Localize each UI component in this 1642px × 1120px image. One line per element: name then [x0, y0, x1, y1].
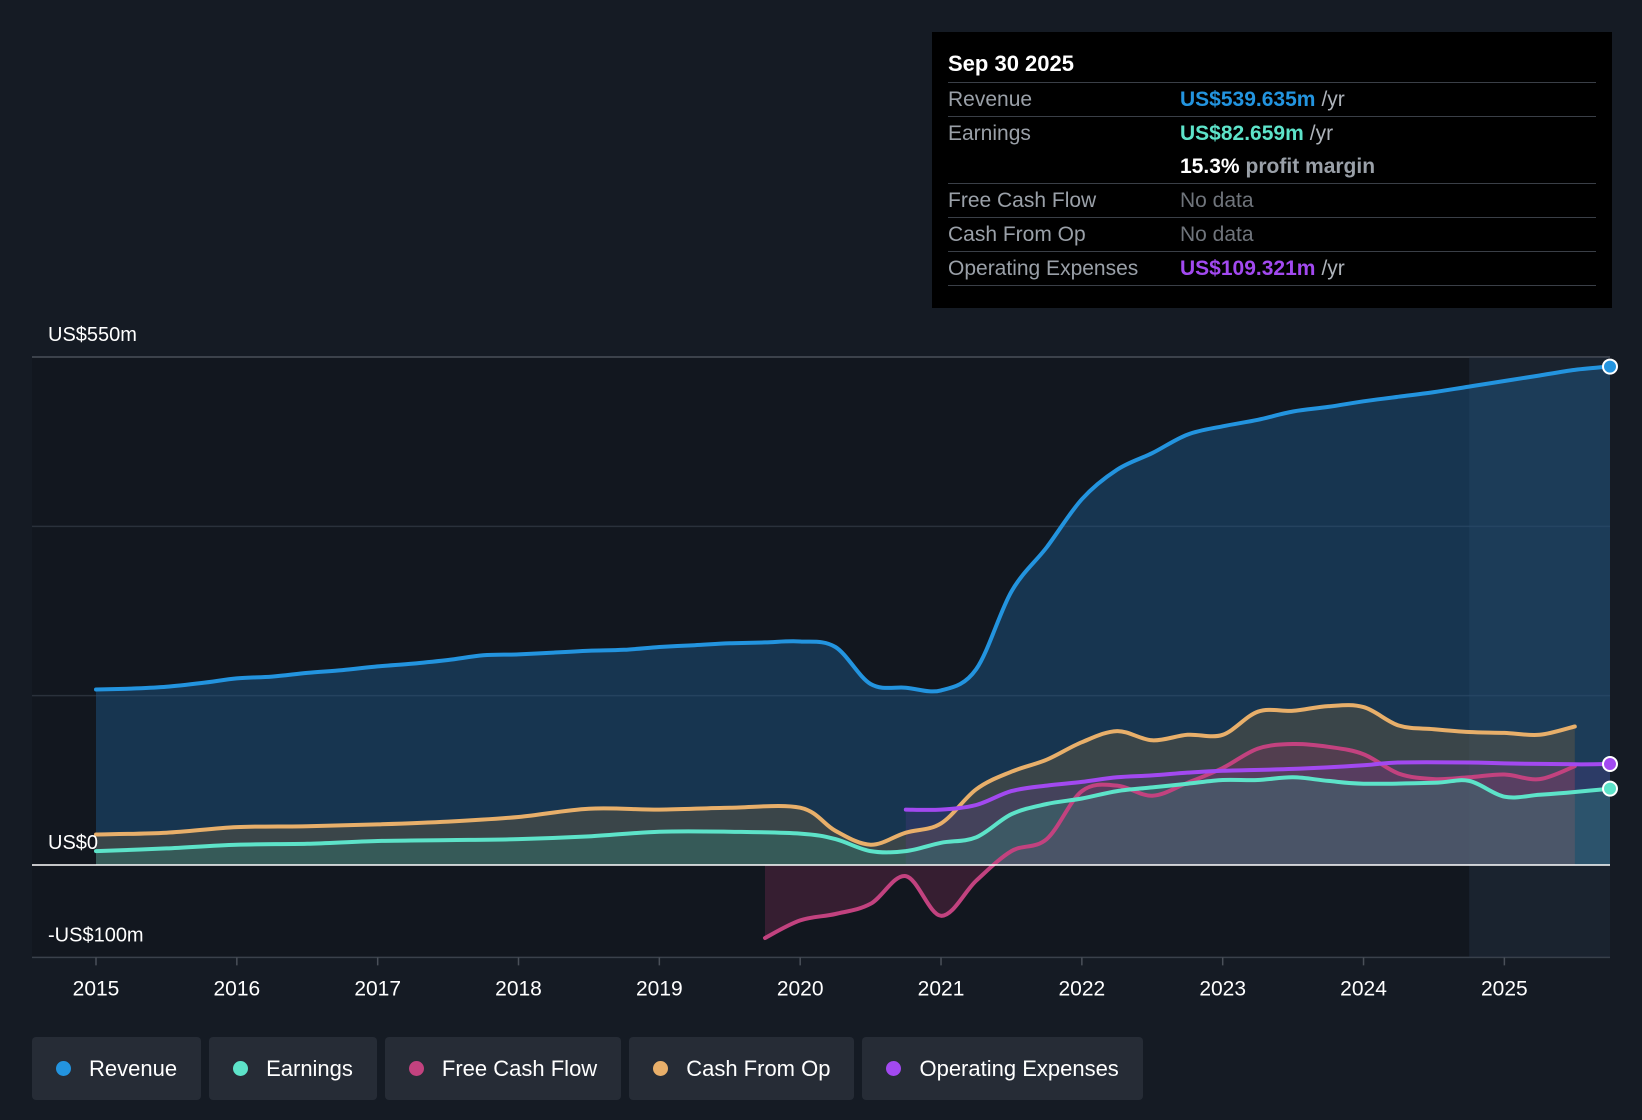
end-marker-revenue: [1602, 358, 1618, 375]
x-tick-label: 2016: [213, 977, 260, 1000]
tooltip-value-margin: 15.3%: [1180, 155, 1240, 178]
legend-dot-icon: [408, 1061, 424, 1076]
y-label-top: US$550m: [48, 324, 137, 346]
tooltip-row-earnings: Earnings US$82.659m/yr: [948, 117, 1596, 150]
x-tick-label: 2024: [1340, 977, 1387, 1000]
tooltip-label: Free Cash Flow: [948, 189, 1097, 212]
line-revenue: [94, 364, 1612, 694]
tooltip: Sep 30 2025 Revenue US$539.635m/yr Earni…: [932, 32, 1612, 308]
x-tick-label: 2015: [73, 977, 120, 1000]
tooltip-value-cfo: No data: [1180, 223, 1254, 246]
legend: Revenue Earnings Free Cash Flow Cash Fro…: [32, 1037, 1143, 1100]
tooltip-unit: /yr: [1309, 122, 1334, 145]
legend-dot-icon: [886, 1061, 902, 1076]
tooltip-value-fcf: No data: [1180, 189, 1254, 212]
x-tick-label: 2023: [1199, 977, 1246, 1000]
tooltip-row-fcf: Free Cash Flow No data: [948, 184, 1596, 218]
legend-label: Revenue: [89, 1055, 178, 1081]
legend-label: Free Cash Flow: [441, 1055, 598, 1081]
x-tick-label: 2018: [495, 977, 542, 1000]
legend-label: Cash From Op: [686, 1055, 831, 1081]
line-earnings: [94, 775, 1612, 855]
tooltip-label: Cash From Op: [948, 223, 1086, 246]
x-tick-label: 2020: [777, 977, 824, 1000]
tooltip-label: Operating Expenses: [948, 257, 1139, 280]
line-free-cash-flow: [763, 741, 1577, 940]
tooltip-row-cfo: Cash From Op No data: [948, 218, 1596, 252]
legend-item-revenue[interactable]: Revenue: [32, 1037, 202, 1100]
tooltip-unit: /yr: [1321, 88, 1345, 111]
legend-dot-icon: [233, 1061, 249, 1076]
line-operating-expenses: [903, 760, 1612, 812]
legend-item-free-cash-flow[interactable]: Free Cash Flow: [384, 1037, 622, 1100]
area-earnings: [96, 777, 1610, 865]
y-label-zero: US$0: [48, 832, 98, 854]
tooltip-row-margin: 15.3% profit margin: [948, 150, 1596, 184]
area-revenue: [96, 366, 1610, 865]
forecast-region: [1469, 357, 1610, 958]
legend-item-cash-from-op[interactable]: Cash From Op: [629, 1037, 855, 1100]
area-operating-expenses: [905, 762, 1610, 865]
x-tick-label: 2017: [354, 977, 401, 1000]
tooltip-margin-text: profit margin: [1245, 155, 1376, 178]
tooltip-value-revenue: US$539.635m: [1180, 88, 1316, 111]
x-tick-label: 2019: [636, 977, 683, 1000]
end-marker-earnings: [1602, 780, 1618, 797]
tooltip-row-opex: Operating Expenses US$109.321m/yr: [948, 252, 1596, 286]
area-cash-from-op: [96, 705, 1575, 865]
line-cash-from-op: [94, 703, 1577, 847]
x-tick-label: 2025: [1481, 977, 1528, 1000]
tooltip-unit: /yr: [1321, 257, 1345, 280]
legend-dot-icon: [56, 1061, 71, 1076]
tooltip-label: Earnings: [948, 122, 1031, 145]
x-tick-label: 2021: [918, 977, 965, 1000]
tooltip-value-earnings: US$82.659m: [1180, 122, 1304, 145]
legend-item-earnings[interactable]: Earnings: [209, 1037, 377, 1100]
x-tick-label: 2022: [1059, 977, 1106, 1000]
legend-item-operating-expenses[interactable]: Operating Expenses: [862, 1037, 1143, 1100]
tooltip-value-opex: US$109.321m: [1180, 257, 1316, 280]
legend-dot-icon: [653, 1061, 669, 1076]
legend-label: Operating Expenses: [919, 1055, 1119, 1081]
tooltip-date: Sep 30 2025: [948, 46, 1596, 83]
legend-label: Earnings: [266, 1055, 353, 1081]
tooltip-label: Revenue: [948, 88, 1033, 111]
tooltip-row-revenue: Revenue US$539.635m/yr: [948, 83, 1596, 117]
end-marker-operating-expenses: [1602, 756, 1618, 773]
y-label-bottom: -US$100m: [48, 924, 144, 946]
